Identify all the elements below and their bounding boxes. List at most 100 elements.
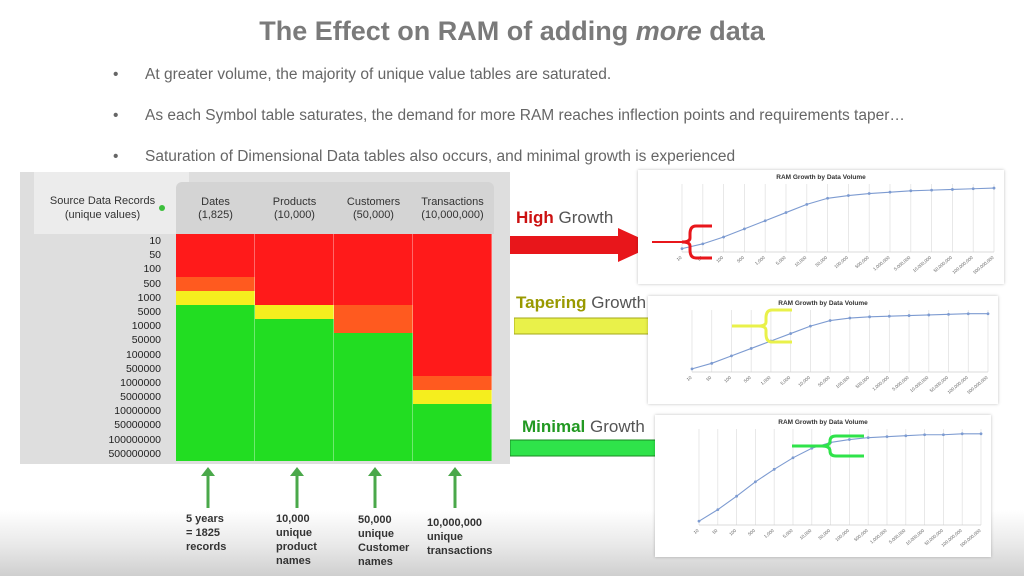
column-sub: (10,000,000) — [421, 209, 484, 221]
heat-cell — [413, 262, 492, 277]
data-point — [848, 316, 852, 320]
slide-title: The Effect on RAM of adding more data — [0, 16, 1024, 47]
heat-cell — [413, 234, 492, 249]
row-label: 10000000 — [114, 405, 161, 418]
heat-cell — [176, 432, 255, 447]
tick-label: 500,000,000 — [972, 255, 995, 275]
column-sub: (50,000) — [353, 209, 394, 221]
data-point — [866, 436, 870, 440]
tick-label: 50 — [705, 375, 712, 382]
column-header-products[interactable]: Products (10,000) — [255, 196, 334, 222]
tick-label: 100,000,000 — [951, 255, 974, 275]
note-line: names — [358, 556, 393, 568]
tick-label: 1,000 — [763, 528, 775, 539]
tick-label: 5,000,000 — [891, 375, 910, 392]
note-line: Customer — [358, 542, 410, 554]
heat-cell — [255, 333, 334, 348]
data-point — [907, 314, 911, 317]
data-point — [697, 519, 701, 523]
heat-cell — [176, 333, 255, 348]
tick-label: 10,000,000 — [909, 375, 930, 394]
heat-row — [176, 333, 494, 348]
data-point — [960, 432, 964, 436]
chart-minimal-growth: RAM Growth by Data Volume 10 50 100 500 1,000… — [655, 415, 991, 557]
column-name: Transactions — [421, 196, 484, 208]
heat-cell — [334, 404, 413, 419]
tick-label: 50,000,000 — [933, 255, 954, 274]
tick-label: 500 — [743, 375, 752, 384]
growth-suffix: Growth — [586, 293, 647, 312]
tick-label: 10 — [676, 255, 683, 262]
heat-cell — [255, 304, 334, 320]
heat-cell — [176, 446, 255, 461]
tick-label: 10,000,000 — [905, 528, 926, 547]
row-header-line: (unique values) — [64, 209, 141, 221]
row-label: 500 — [143, 277, 161, 290]
note-line: 10,000 — [276, 513, 310, 525]
tick-label: 500,000,000 — [959, 528, 982, 548]
data-point — [888, 190, 892, 194]
heat-row — [176, 404, 494, 419]
column-header-transactions[interactable]: Transactions (10,000,000) — [413, 196, 492, 222]
row-header-cell[interactable]: Source Data Records (unique values) ▼ — [34, 172, 189, 234]
note-line: product — [276, 541, 317, 553]
heat-cell — [413, 390, 492, 405]
tick-label: 1,000 — [754, 255, 766, 266]
data-point — [809, 324, 812, 328]
heat-cell — [413, 375, 492, 391]
column-header-dates[interactable]: Dates (1,825) — [176, 196, 255, 222]
heat-cell — [176, 276, 255, 291]
heat-cell — [334, 262, 413, 277]
heat-cell — [334, 446, 413, 461]
heat-cell — [334, 319, 413, 334]
note-line: names — [276, 555, 311, 567]
data-point — [947, 312, 950, 316]
heat-row — [176, 290, 494, 305]
data-point — [885, 435, 889, 439]
heat-cell — [176, 290, 255, 305]
heat-cell — [176, 319, 255, 334]
data-point — [772, 467, 776, 471]
data-point — [730, 354, 733, 358]
heat-cell — [413, 404, 492, 419]
heat-cell — [334, 248, 413, 263]
heat-cell — [334, 276, 413, 291]
column-sub: (1,825) — [198, 209, 233, 221]
heat-cell — [255, 234, 334, 249]
column-header-customers[interactable]: Customers (50,000) — [334, 196, 413, 222]
heat-cell — [176, 234, 255, 249]
series-line — [681, 187, 995, 250]
bullet-dot: • — [113, 66, 119, 83]
heat-row — [176, 361, 494, 376]
heat-row — [176, 418, 494, 433]
tick-label: 100,000 — [835, 375, 851, 390]
tick-label: 10,000 — [794, 255, 808, 268]
tick-label: 10 — [686, 375, 693, 382]
heat-cell — [255, 375, 334, 391]
tick-label: 500,000 — [855, 375, 871, 390]
data-point — [942, 433, 945, 437]
growth-keyword: Tapering — [516, 293, 587, 312]
bullet-text: Saturation of Dimensional Data tables al… — [145, 148, 736, 165]
column-name: Products — [272, 196, 317, 208]
tick-label: 10 — [693, 528, 700, 535]
title-text-end: data — [701, 16, 765, 46]
chart-title: RAM Growth by Data Volume — [778, 300, 868, 307]
heat-row — [176, 446, 494, 461]
heat-cell — [413, 446, 492, 461]
data-point — [909, 189, 913, 193]
data-point — [930, 188, 933, 192]
note-line: unique — [276, 527, 313, 539]
heat-cell — [255, 418, 334, 433]
row-label: 500000000 — [108, 447, 161, 460]
tick-label: 100 — [728, 528, 737, 537]
heat-cell — [255, 404, 334, 419]
chart-title: RAM Growth by Data Volume — [778, 419, 868, 426]
growth-keyword: Minimal — [522, 417, 586, 436]
heat-cell — [255, 446, 334, 461]
tapering-growth-label: Tapering Growth — [516, 293, 646, 313]
tick-label: 1,000 — [760, 375, 772, 386]
row-label: 500000 — [125, 362, 161, 375]
bullet-text: As each Symbol table saturates, the dema… — [145, 107, 905, 124]
heat-row — [176, 248, 494, 263]
